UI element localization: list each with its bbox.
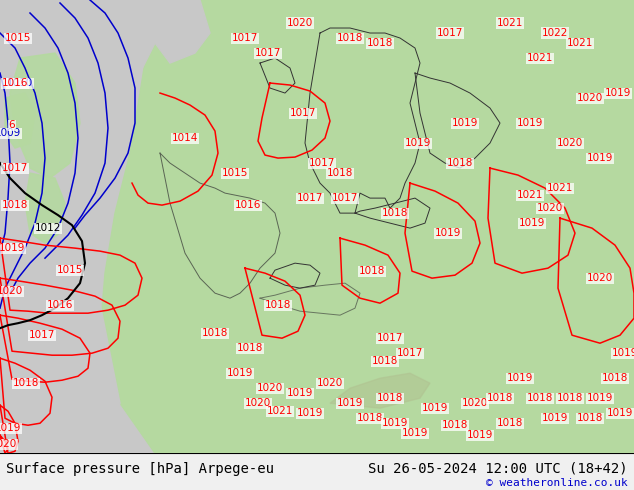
Polygon shape (318, 0, 350, 33)
Text: 1020: 1020 (287, 18, 313, 28)
Text: 1020: 1020 (245, 398, 271, 408)
Text: © weatheronline.co.uk: © weatheronline.co.uk (486, 478, 628, 488)
Polygon shape (10, 53, 80, 178)
Text: 1020: 1020 (0, 439, 17, 449)
Text: 1019: 1019 (517, 118, 543, 128)
Polygon shape (380, 0, 403, 10)
Text: 1018: 1018 (557, 393, 583, 403)
Text: Su 26-05-2024 12:00 UTC (18+42): Su 26-05-2024 12:00 UTC (18+42) (368, 462, 628, 476)
Text: 1018: 1018 (577, 413, 603, 423)
Text: 1019: 1019 (587, 153, 613, 163)
Text: 1016: 1016 (235, 200, 261, 210)
Text: 1019: 1019 (337, 398, 363, 408)
Text: 1021: 1021 (517, 190, 543, 200)
Text: 1017: 1017 (232, 33, 258, 43)
Text: 1017: 1017 (255, 48, 281, 58)
Text: 1018: 1018 (359, 266, 385, 276)
Text: 1020: 1020 (0, 286, 23, 296)
Polygon shape (25, 173, 65, 243)
Text: 1018: 1018 (377, 393, 403, 403)
Text: 1019: 1019 (519, 218, 545, 228)
Text: 1017: 1017 (290, 108, 316, 118)
Text: 1019: 1019 (287, 388, 313, 398)
Text: 1019: 1019 (0, 243, 25, 253)
Text: 1019: 1019 (542, 413, 568, 423)
Text: 1018: 1018 (13, 378, 39, 388)
Text: 1020: 1020 (557, 138, 583, 148)
Text: 1015: 1015 (5, 33, 31, 43)
Text: 1019: 1019 (297, 408, 323, 418)
Text: 1018: 1018 (367, 38, 393, 48)
Text: 1019: 1019 (452, 118, 478, 128)
Text: 1020: 1020 (317, 378, 343, 388)
Text: 1021: 1021 (567, 38, 593, 48)
Text: 1009: 1009 (0, 128, 21, 138)
Text: 1020: 1020 (537, 203, 563, 213)
Text: 1017: 1017 (29, 330, 55, 340)
Text: 1016: 1016 (47, 300, 73, 310)
Text: 1018: 1018 (372, 356, 398, 366)
Text: 1016: 1016 (2, 78, 28, 88)
Text: 1019: 1019 (587, 393, 613, 403)
Polygon shape (155, 0, 210, 63)
Text: 1018: 1018 (447, 158, 473, 168)
Text: 1015: 1015 (57, 265, 83, 275)
Text: 1018: 1018 (265, 300, 291, 310)
Text: 1018: 1018 (442, 420, 468, 430)
Text: 1018: 1018 (337, 33, 363, 43)
Text: 1020: 1020 (462, 398, 488, 408)
Text: 1017: 1017 (377, 333, 403, 343)
Text: 1019: 1019 (612, 348, 634, 358)
Text: 1019: 1019 (227, 368, 253, 378)
Text: 1018: 1018 (527, 393, 553, 403)
Text: 1012: 1012 (35, 223, 61, 233)
Text: 1022: 1022 (542, 28, 568, 38)
Polygon shape (100, 0, 634, 453)
Text: 1018: 1018 (602, 373, 628, 383)
Text: 1019: 1019 (605, 88, 631, 98)
Text: 1017: 1017 (309, 158, 335, 168)
Text: 1017: 1017 (437, 28, 463, 38)
Text: 1021: 1021 (497, 18, 523, 28)
Text: 1017: 1017 (2, 163, 28, 173)
Text: 1010: 1010 (7, 78, 33, 88)
Text: 1018: 1018 (382, 208, 408, 218)
Text: 1020: 1020 (577, 93, 603, 103)
Text: 6: 6 (9, 120, 15, 130)
Text: 1018: 1018 (327, 168, 353, 178)
Text: 1020: 1020 (587, 273, 613, 283)
Text: Surface pressure [hPa] Arpege-eu: Surface pressure [hPa] Arpege-eu (6, 462, 275, 476)
Text: 1019: 1019 (467, 430, 493, 440)
Text: 1017: 1017 (297, 193, 323, 203)
Polygon shape (340, 0, 440, 28)
Text: 1019: 1019 (405, 138, 431, 148)
Text: 1021: 1021 (527, 53, 553, 63)
Polygon shape (5, 93, 35, 148)
Text: 1019: 1019 (607, 408, 633, 418)
Polygon shape (0, 0, 160, 453)
Text: 1021: 1021 (547, 183, 573, 193)
Text: 1017: 1017 (397, 348, 423, 358)
Text: 1018: 1018 (237, 343, 263, 353)
Text: 1019: 1019 (382, 418, 408, 428)
Text: 1019: 1019 (422, 403, 448, 413)
Text: 1018: 1018 (202, 328, 228, 338)
Text: 1019: 1019 (435, 228, 461, 238)
Polygon shape (355, 0, 378, 13)
Text: 1018: 1018 (2, 200, 28, 210)
Text: 1018: 1018 (357, 413, 383, 423)
Text: 1018: 1018 (497, 418, 523, 428)
Text: 1021: 1021 (267, 406, 293, 416)
Text: 1018: 1018 (487, 393, 513, 403)
Polygon shape (330, 373, 430, 408)
Text: 1019: 1019 (402, 428, 428, 438)
Text: 1020: 1020 (257, 383, 283, 393)
Text: 1019: 1019 (507, 373, 533, 383)
Text: 1014: 1014 (172, 133, 198, 143)
Text: 1015: 1015 (222, 168, 248, 178)
Text: 1019: 1019 (0, 423, 21, 433)
Text: 1017: 1017 (332, 193, 358, 203)
